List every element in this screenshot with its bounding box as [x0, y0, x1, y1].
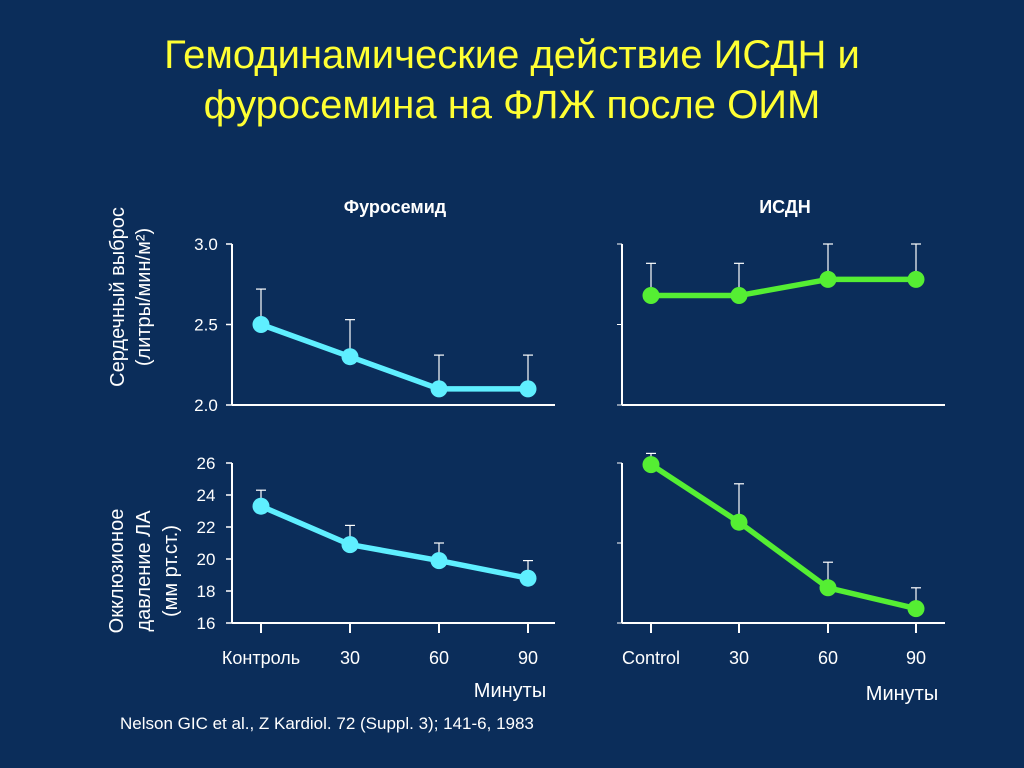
panel-title: ИСДН — [759, 197, 811, 217]
x-axis-label: Минуты — [866, 683, 938, 705]
y-tick-label: 18 — [197, 582, 216, 601]
x-tick-label: 30 — [340, 648, 360, 668]
panel-pcw-furo: 16 18 20 22 24 26 Контроль 30 60 90 Минуты — [197, 454, 555, 702]
series-line — [258, 503, 531, 581]
series-line — [258, 321, 531, 392]
data-point — [642, 456, 660, 474]
x-tick-label: 60 — [818, 648, 838, 668]
panel-co-isdn: ИСДН — [617, 197, 945, 406]
y-tick-label: 3.0 — [194, 235, 218, 254]
slide-title-line-1: Гемодинамические действие ИСДН и — [164, 33, 860, 77]
data-point — [341, 536, 359, 554]
source-citation: Nelson GIC et al., Z Kardiol. 72 (Suppl.… — [120, 714, 534, 733]
slide-title-line-2: фуросемина на ФЛЖ после ОИМ — [203, 83, 821, 127]
y-tick-label: 2.0 — [194, 396, 218, 415]
data-point — [341, 348, 359, 366]
y-axis-label-line: (литры/мин/м²) — [133, 228, 155, 366]
data-point — [819, 579, 837, 597]
y-axis-label-cardiac-output: Сердечный выброс (литры/мин/м²) — [107, 207, 155, 387]
series-line — [648, 461, 919, 612]
data-point — [907, 270, 925, 288]
y-axis-label-line: (мм рт.ст.) — [160, 525, 182, 617]
data-point — [430, 552, 448, 570]
data-point — [252, 497, 270, 515]
x-tick-label: 90 — [518, 648, 538, 668]
y-axis-label-line: давление ЛА — [133, 510, 155, 632]
data-point — [730, 513, 748, 531]
x-tick-label: 60 — [429, 648, 449, 668]
data-point — [819, 270, 837, 288]
data-point — [730, 287, 748, 305]
data-point — [642, 287, 660, 305]
data-point — [907, 600, 925, 618]
data-point — [519, 569, 537, 587]
x-tick-label: 30 — [729, 648, 749, 668]
series-line — [648, 276, 919, 299]
panel-title: Фуросемид — [344, 197, 447, 217]
y-tick-label: 22 — [197, 518, 216, 537]
y-axis-label-line: Окклюзионое — [106, 509, 128, 634]
x-tick-label: 90 — [906, 648, 926, 668]
y-tick-label: 2.5 — [194, 316, 218, 335]
y-tick-label: 26 — [197, 454, 216, 473]
panel-pcw-isdn: Control 30 60 90 Минуты — [617, 452, 945, 705]
data-point — [519, 380, 537, 398]
y-tick-label: 16 — [197, 614, 216, 633]
data-point — [252, 316, 270, 333]
y-tick-label: 24 — [197, 486, 216, 505]
y-axis-label-pcwp: Окклюзионое давление ЛА (мм рт.ст.) — [106, 509, 182, 634]
x-tick-label: Control — [622, 648, 680, 668]
data-point — [430, 380, 448, 398]
x-tick-label: Контроль — [222, 648, 300, 668]
y-tick-label: 20 — [197, 550, 216, 569]
y-axis-label-line: Сердечный выброс — [107, 207, 129, 387]
x-axis-label: Минуты — [474, 680, 546, 702]
slide-title: Гемодинамические действие ИСДН и фуросем… — [0, 30, 1024, 130]
panel-co-furo: 2.0 2.5 3.0 Фуросемид — [194, 197, 555, 415]
